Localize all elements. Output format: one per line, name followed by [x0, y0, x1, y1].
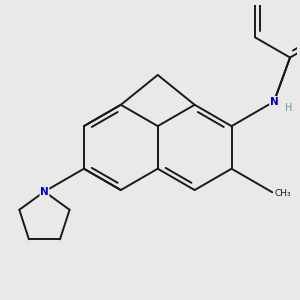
Text: N: N	[40, 187, 49, 196]
Text: N: N	[270, 97, 278, 106]
Text: CH₃: CH₃	[275, 189, 291, 198]
Text: H: H	[284, 103, 292, 113]
